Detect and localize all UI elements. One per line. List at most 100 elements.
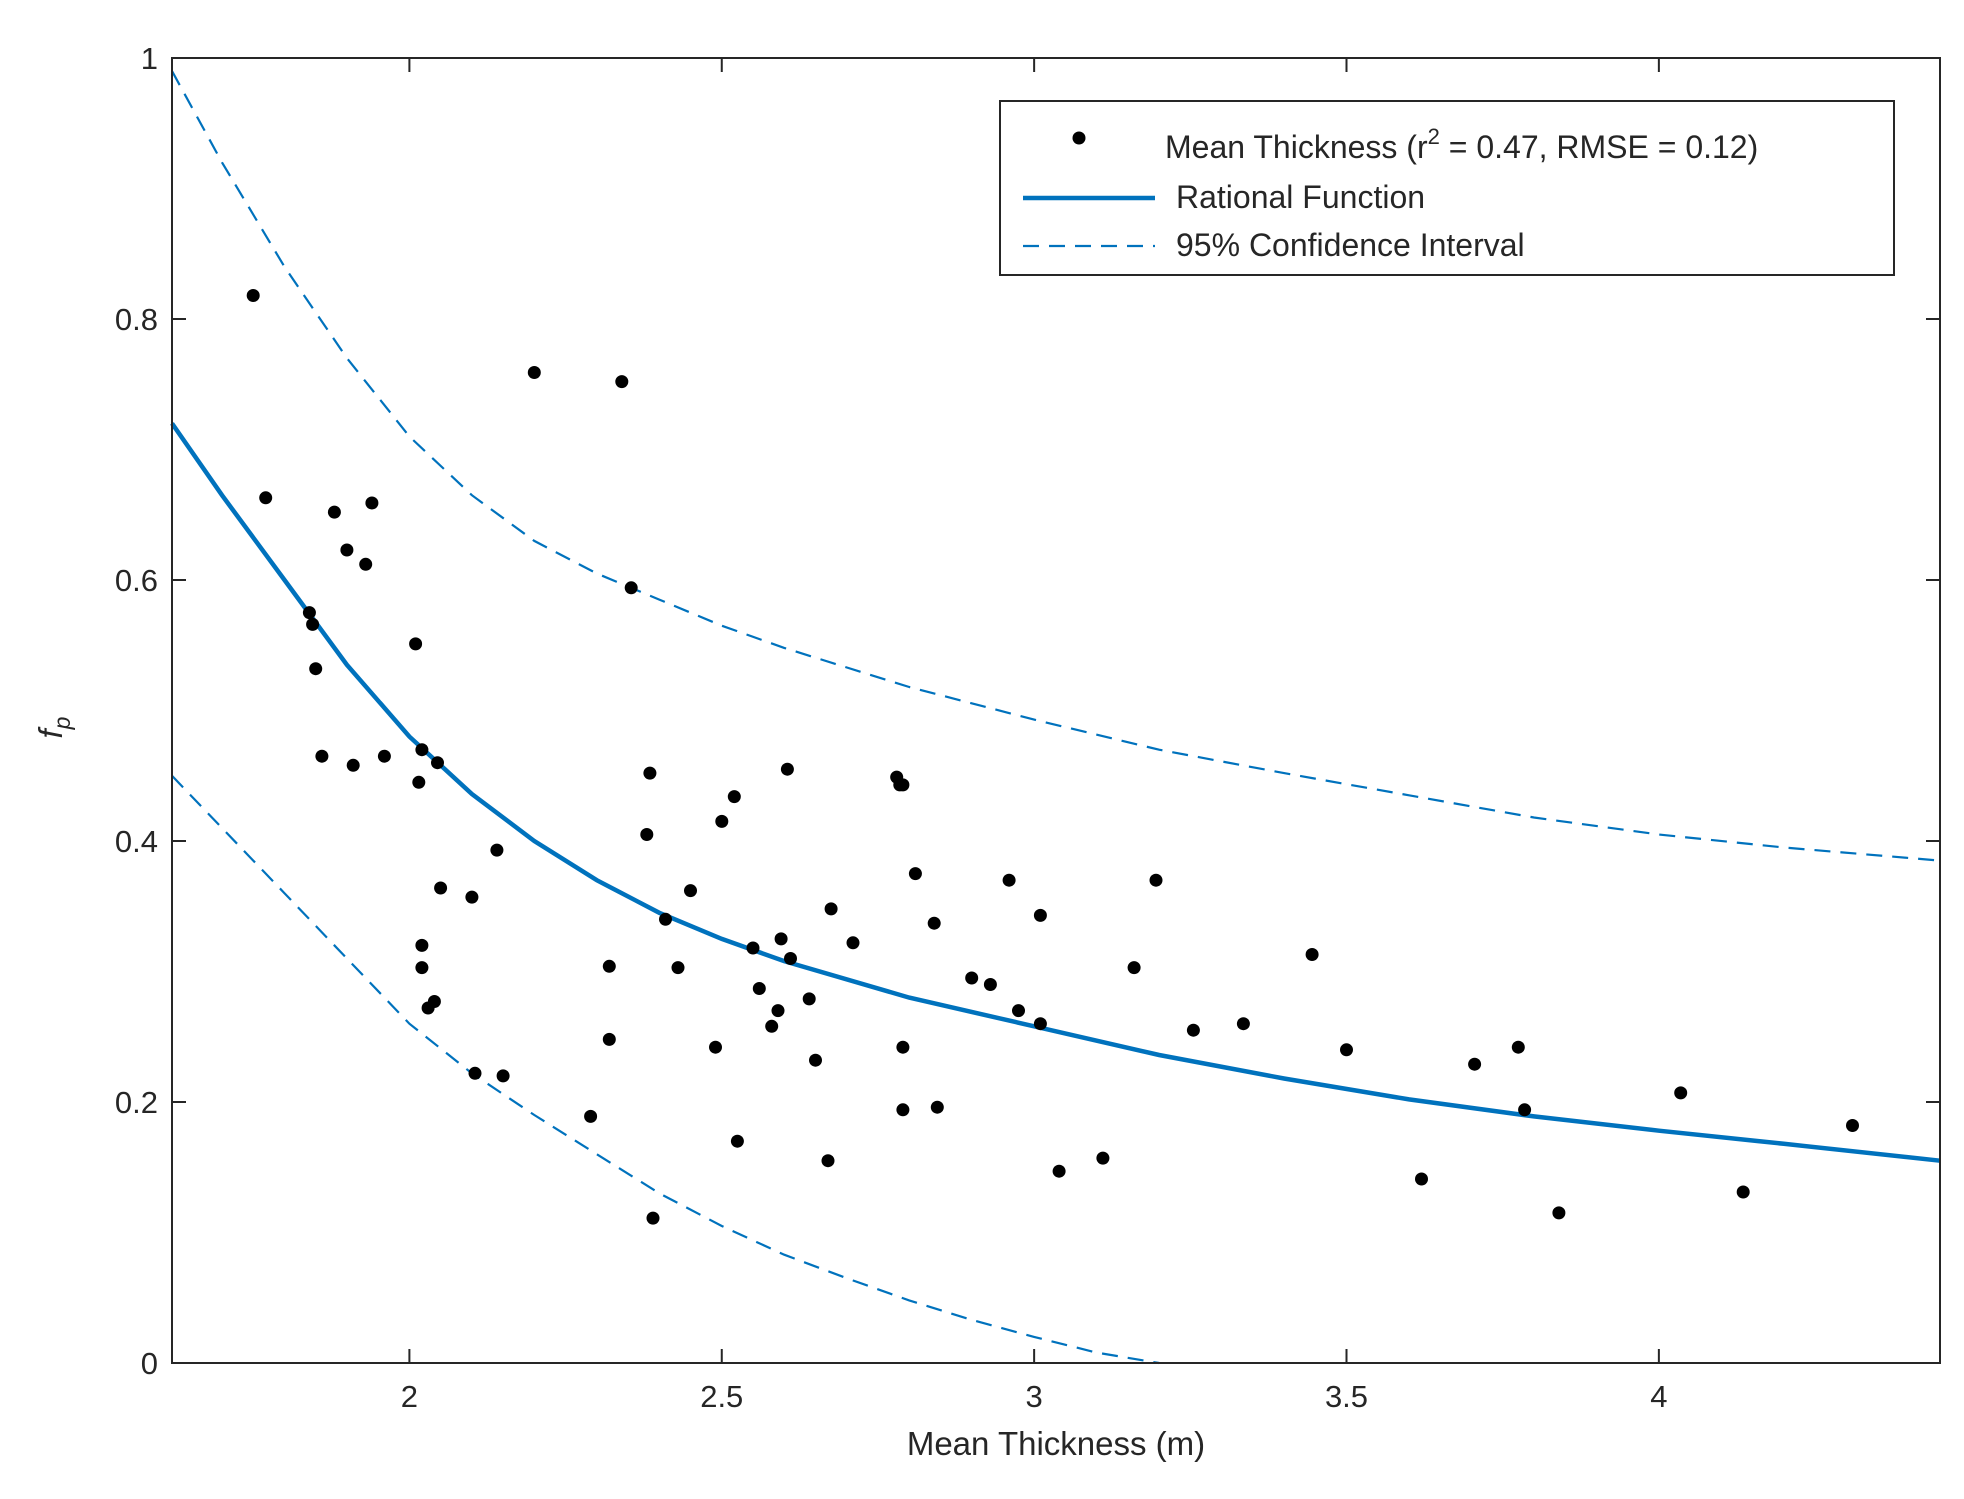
data-point: [1340, 1043, 1353, 1057]
data-point: [965, 971, 979, 985]
data-point: [752, 982, 766, 995]
data-point: [983, 978, 997, 991]
data-point: [1096, 1151, 1110, 1165]
data-point: [715, 814, 729, 828]
data-point: [1127, 961, 1141, 975]
data-point: [824, 902, 838, 916]
data-point: [780, 762, 794, 776]
data-point: [431, 756, 444, 770]
data-point: [684, 884, 697, 898]
y-axis-label-subscript: p: [49, 716, 75, 730]
x-tick-label: 2.5: [700, 1379, 743, 1414]
y-tick-label: 0.6: [115, 563, 158, 598]
data-point: [1736, 1185, 1750, 1199]
data-point: [427, 995, 441, 1008]
data-point: [468, 1066, 482, 1080]
data-point: [434, 881, 448, 895]
data-points: [246, 289, 1859, 1225]
data-point: [1305, 948, 1319, 961]
data-point: [1511, 1040, 1525, 1054]
data-point: [412, 775, 426, 789]
data-point: [309, 662, 323, 676]
data-point: [602, 1032, 616, 1046]
data-point: [327, 505, 341, 519]
data-point: [930, 1100, 944, 1114]
legend-label-fit: Rational Function: [1176, 179, 1425, 215]
data-point: [306, 617, 320, 631]
x-tick-label: 3.5: [1325, 1379, 1368, 1414]
x-axis-label: Mean Thickness (m): [907, 1425, 1205, 1462]
axis-ticks: 2 2.5 3 3.5 4 0 0.2 0.4 0.6 0.8 1: [115, 41, 1940, 1414]
svg-text:fp: fp: [32, 716, 75, 738]
data-point: [643, 766, 657, 780]
data-point: [659, 912, 672, 926]
data-point: [259, 491, 273, 505]
data-point: [1468, 1057, 1482, 1071]
data-point: [774, 932, 788, 946]
axes-box: [171, 57, 1941, 1364]
data-point: [1033, 1017, 1047, 1031]
data-point: [490, 843, 504, 857]
data-point: [746, 941, 760, 955]
data-point: [896, 778, 910, 792]
y-tick-label: 0.2: [115, 1085, 158, 1120]
data-point: [1846, 1119, 1859, 1132]
data-point: [784, 952, 797, 965]
data-point: [1012, 1004, 1025, 1018]
legend-label-points: Mean Thickness (r2 = 0.47, RMSE = 0.12): [1165, 124, 1758, 165]
data-point: [602, 959, 616, 973]
data-point: [730, 1134, 744, 1148]
legend-marker-points: [1072, 131, 1086, 145]
data-point: [1002, 873, 1016, 887]
data-point: [802, 992, 816, 1006]
data-point: [809, 1053, 822, 1067]
data-point: [896, 1040, 910, 1054]
data-point: [1236, 1017, 1250, 1031]
data-point: [671, 961, 685, 975]
data-point: [346, 758, 360, 772]
data-point: [1052, 1164, 1066, 1178]
data-point: [409, 637, 423, 651]
data-point: [1518, 1103, 1532, 1117]
data-point: [527, 366, 541, 379]
legend-label-ci: 95% Confidence Interval: [1176, 227, 1525, 263]
data-point: [1033, 908, 1047, 922]
data-point: [640, 828, 654, 841]
data-point: [302, 606, 316, 620]
fit-curve: [170, 422, 1941, 1163]
data-point: [415, 938, 429, 952]
data-point: [1415, 1172, 1428, 1186]
x-tick-label: 4: [1650, 1379, 1667, 1414]
data-point: [415, 743, 429, 757]
data-point: [765, 1019, 779, 1033]
data-point: [709, 1040, 722, 1054]
data-point: [315, 749, 329, 763]
data-point: [1552, 1206, 1566, 1220]
data-point: [896, 1103, 910, 1117]
data-point: [1149, 873, 1163, 887]
data-point: [246, 289, 260, 302]
ci-lower-curve: [171, 775, 1160, 1365]
y-tick-label: 0.4: [115, 824, 158, 859]
y-tick-label: 0: [141, 1346, 158, 1381]
data-point: [927, 916, 941, 930]
data-point: [584, 1109, 598, 1123]
y-tick-label: 0.8: [115, 302, 158, 337]
x-tick-label: 3: [1026, 1379, 1043, 1414]
x-tick-label: 2: [401, 1379, 418, 1414]
ci-upper-curve: [171, 70, 1941, 862]
data-point: [415, 961, 429, 975]
y-tick-label: 1: [141, 41, 158, 76]
data-point: [771, 1004, 785, 1018]
data-point: [496, 1069, 510, 1083]
data-point: [1186, 1023, 1200, 1037]
data-point: [624, 581, 638, 595]
data-point: [377, 749, 391, 763]
y-axis-label: fp: [32, 716, 75, 738]
data-point: [340, 543, 354, 557]
data-point: [908, 867, 922, 881]
data-point: [1674, 1086, 1688, 1100]
data-point: [359, 557, 373, 571]
data-point: [465, 890, 479, 904]
